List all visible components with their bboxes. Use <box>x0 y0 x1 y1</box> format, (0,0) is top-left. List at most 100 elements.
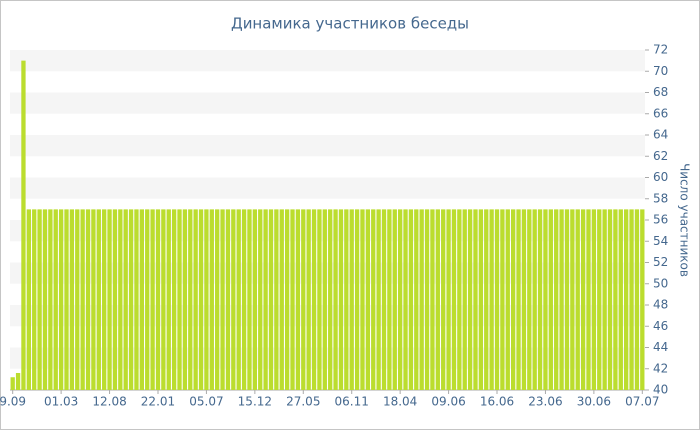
bar <box>32 209 37 390</box>
bar <box>58 209 64 390</box>
bar <box>505 209 510 390</box>
x-tick-label: 16.06 <box>480 395 514 409</box>
bar <box>575 209 580 390</box>
bar <box>53 209 58 390</box>
bar <box>306 209 311 390</box>
bar <box>21 60 26 390</box>
bar <box>139 209 144 390</box>
bar <box>64 209 69 390</box>
y-tick-label: 54 <box>653 234 668 248</box>
bar <box>338 209 344 390</box>
bar <box>236 209 241 390</box>
bar <box>484 209 489 390</box>
bar <box>301 209 306 390</box>
bar <box>365 209 371 390</box>
bar <box>597 209 602 390</box>
bar <box>489 209 494 390</box>
bar <box>328 209 333 390</box>
bar <box>26 209 31 390</box>
bar <box>586 209 591 390</box>
bar <box>613 209 618 390</box>
bar <box>102 209 107 390</box>
bar <box>527 209 532 390</box>
bar <box>182 209 188 390</box>
bar <box>424 209 430 390</box>
bar <box>96 209 101 390</box>
grid-band <box>10 92 645 114</box>
bar <box>128 209 134 390</box>
bar <box>252 209 258 390</box>
y-tick-label: 66 <box>653 106 668 120</box>
x-tick-label: 01.03 <box>44 395 78 409</box>
y-tick-label: 62 <box>653 149 668 163</box>
y-axis-label: Число участников <box>678 163 692 277</box>
x-tick-label: 18.04 <box>383 395 417 409</box>
x-tick-label: 15.12 <box>238 395 272 409</box>
bar <box>42 209 48 390</box>
y-tick-label: 56 <box>653 213 668 227</box>
y-tick-label: 60 <box>653 170 668 184</box>
y-tick-label: 48 <box>653 298 668 312</box>
bar <box>75 209 80 390</box>
bar <box>629 209 634 390</box>
bar <box>516 209 521 390</box>
bar <box>381 209 387 390</box>
y-tick-label: 68 <box>653 85 668 99</box>
x-tick-label: 9.09 <box>0 395 26 409</box>
grid-band <box>10 177 645 199</box>
y-tick-label: 72 <box>653 43 668 57</box>
bar <box>311 209 317 390</box>
y-tick-label: 42 <box>653 361 668 375</box>
x-tick-label: 27.05 <box>286 395 320 409</box>
bar <box>624 209 629 390</box>
bar <box>37 209 42 390</box>
bar <box>419 209 424 390</box>
bar <box>150 209 155 390</box>
y-tick-label: 52 <box>653 255 668 269</box>
bar <box>134 209 139 390</box>
bar <box>225 209 231 390</box>
bar <box>634 209 640 390</box>
y-tick-label: 50 <box>653 276 668 290</box>
x-tick-label: 09.06 <box>431 395 465 409</box>
bar <box>48 209 53 390</box>
bar <box>274 209 279 390</box>
bar <box>333 209 338 390</box>
bar <box>204 209 209 390</box>
bar <box>171 209 177 390</box>
bar <box>295 209 301 390</box>
bar <box>177 209 182 390</box>
y-tick-label: 44 <box>653 340 668 354</box>
y-tick-label: 46 <box>653 319 668 333</box>
bar <box>279 209 284 390</box>
bar <box>387 209 392 390</box>
bar <box>145 209 150 390</box>
bar <box>511 209 516 390</box>
x-tick-label: 05.07 <box>189 395 223 409</box>
bar <box>403 209 408 390</box>
bar <box>188 209 193 390</box>
bar <box>118 209 123 390</box>
bar <box>554 209 559 390</box>
bar <box>494 209 500 390</box>
bar <box>344 209 349 390</box>
bar <box>602 209 607 390</box>
bar <box>397 209 403 390</box>
x-tick-label: 30.06 <box>577 395 611 409</box>
bar <box>209 209 214 390</box>
bar <box>263 209 268 390</box>
bar <box>80 209 85 390</box>
bar <box>548 209 553 390</box>
bar <box>354 209 360 390</box>
x-tick-label: 23.06 <box>528 395 562 409</box>
bar <box>462 209 467 390</box>
bar <box>360 209 365 390</box>
bar <box>500 209 505 390</box>
bar <box>322 209 327 390</box>
bar <box>451 209 457 390</box>
bar <box>570 209 575 390</box>
bar <box>166 209 171 390</box>
bar <box>640 209 645 390</box>
bar <box>193 209 198 390</box>
